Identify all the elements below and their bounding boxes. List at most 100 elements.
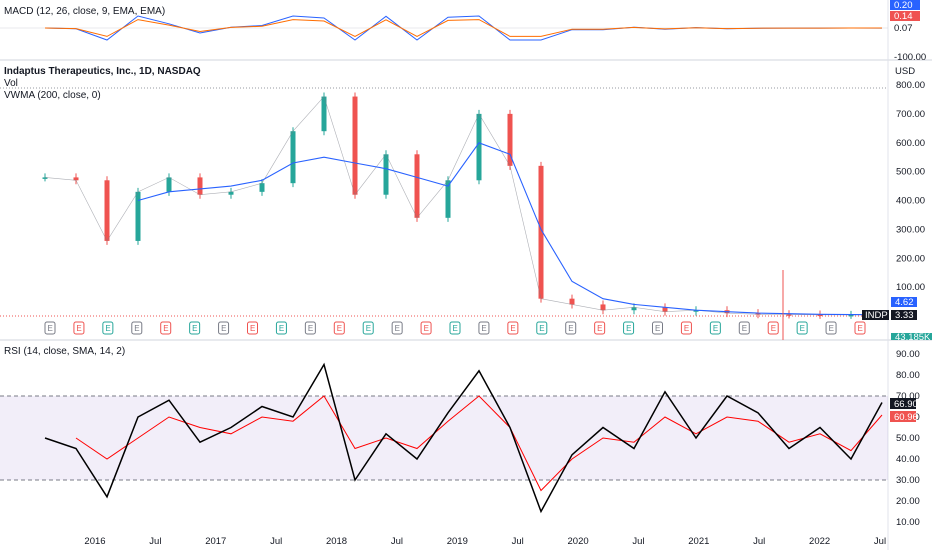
earnings-marker[interactable]: E bbox=[507, 321, 519, 335]
earnings-label: E bbox=[568, 324, 573, 333]
time-tick: 2017 bbox=[205, 536, 226, 547]
rsi-band bbox=[0, 396, 888, 480]
candle-body bbox=[228, 191, 234, 195]
earnings-label: E bbox=[713, 324, 718, 333]
rsi-ma-line bbox=[75, 395, 883, 492]
earnings-marker[interactable]: E bbox=[767, 321, 779, 335]
earnings-marker[interactable]: E bbox=[160, 321, 172, 335]
earnings-label: E bbox=[337, 324, 342, 333]
earnings-marker[interactable]: E bbox=[565, 321, 577, 335]
earnings-marker[interactable]: E bbox=[854, 321, 866, 335]
earnings-marker[interactable]: E bbox=[594, 321, 606, 335]
earnings-marker[interactable]: E bbox=[362, 321, 374, 335]
earnings-marker[interactable]: E bbox=[131, 321, 143, 335]
candle-body bbox=[352, 96, 358, 195]
earnings-marker[interactable]: E bbox=[275, 321, 287, 335]
macd-axis-label: -100.00 bbox=[894, 52, 926, 63]
earnings-label: E bbox=[76, 324, 81, 333]
earnings-label: E bbox=[395, 324, 400, 333]
signal-line bbox=[44, 19, 882, 37]
earnings-label: E bbox=[221, 324, 226, 333]
candle-body bbox=[73, 177, 79, 181]
earnings-marker[interactable]: E bbox=[536, 321, 548, 335]
rsi-ma-badge bbox=[890, 411, 916, 422]
price-close-line bbox=[44, 96, 883, 316]
candle-body bbox=[693, 310, 699, 312]
earnings-marker[interactable]: E bbox=[333, 321, 345, 335]
candle-body bbox=[197, 177, 203, 195]
time-tick: Jul bbox=[270, 536, 282, 547]
rsi-title: RSI (14, close, SMA, 14, 2) bbox=[4, 346, 125, 357]
earnings-label: E bbox=[105, 324, 110, 333]
candle-body bbox=[104, 180, 110, 241]
earnings-marker[interactable]: E bbox=[247, 321, 258, 335]
time-tick: Jul bbox=[874, 536, 886, 547]
price-candles bbox=[42, 92, 885, 320]
earnings-label: E bbox=[134, 324, 139, 333]
price-tick: 400.00 bbox=[896, 196, 925, 207]
rsi-tick: 70.00 bbox=[896, 391, 920, 402]
earnings-label: E bbox=[510, 324, 515, 333]
earnings-label: E bbox=[771, 324, 776, 333]
earnings-label: E bbox=[48, 324, 53, 333]
earnings-marker[interactable]: E bbox=[738, 321, 750, 335]
earnings-marker[interactable]: E bbox=[391, 321, 403, 335]
earnings-label: E bbox=[424, 324, 429, 333]
last-price: 3.33 bbox=[895, 310, 914, 321]
candle-body bbox=[569, 298, 575, 305]
price-tick: 100.00 bbox=[896, 282, 925, 293]
candle-body bbox=[662, 307, 668, 312]
rsi-tick: 20.00 bbox=[896, 496, 920, 507]
price-tick: 500.00 bbox=[896, 167, 925, 178]
time-tick: 2016 bbox=[84, 536, 105, 547]
earnings-label: E bbox=[800, 324, 805, 333]
earnings-marker[interactable]: E bbox=[189, 321, 201, 335]
candle-body bbox=[817, 314, 823, 317]
earnings-marker[interactable]: E bbox=[478, 321, 490, 335]
price-title: Indaptus Therapeutics, Inc., 1D, NASDAQ bbox=[4, 66, 201, 77]
rsi-tick: 80.00 bbox=[896, 370, 920, 381]
earnings-marker[interactable]: E bbox=[449, 321, 461, 335]
earnings-label: E bbox=[684, 324, 689, 333]
earnings-marker[interactable]: E bbox=[796, 321, 808, 335]
earnings-marker[interactable]: E bbox=[652, 321, 663, 335]
earnings-marker[interactable]: E bbox=[218, 321, 230, 335]
rsi-tick: 10.00 bbox=[896, 517, 920, 528]
vol-badge bbox=[891, 333, 932, 340]
time-tick: 2018 bbox=[326, 536, 347, 547]
earnings-marker[interactable]: E bbox=[102, 321, 114, 335]
rsi-tick: 90.00 bbox=[896, 349, 920, 360]
macd-value-1: 0.20 bbox=[894, 0, 913, 11]
price-tick: 200.00 bbox=[896, 253, 925, 264]
earnings-label: E bbox=[655, 324, 660, 333]
candle-body bbox=[445, 180, 451, 218]
earnings-label: E bbox=[453, 324, 458, 333]
earnings-label: E bbox=[858, 324, 863, 333]
earnings-label: E bbox=[192, 324, 197, 333]
earnings-label: E bbox=[829, 324, 834, 333]
candle-body bbox=[538, 165, 544, 299]
earnings-marker[interactable]: E bbox=[825, 321, 837, 335]
vwma-label: VWMA (200, close, 0) bbox=[4, 90, 101, 101]
rsi-value: 66.90 bbox=[894, 399, 918, 410]
time-tick: 2021 bbox=[688, 536, 709, 547]
rsi-line bbox=[44, 362, 883, 514]
earnings-marker[interactable]: E bbox=[680, 321, 692, 335]
price-tick: 300.00 bbox=[896, 224, 925, 235]
earnings-marker[interactable]: E bbox=[73, 321, 85, 335]
earnings-label: E bbox=[626, 324, 631, 333]
time-axis: 2016 Jul 2017 Jul 2018 Jul 2019 Jul 2020 Jul 2021 J… bbox=[84, 536, 886, 547]
earnings-marker[interactable]: E bbox=[420, 321, 432, 335]
price-pane: Indaptus Therapeutics, Inc., 1D, NASDAQ … bbox=[0, 66, 932, 343]
earnings-label: E bbox=[250, 324, 255, 333]
price-tick: 700.00 bbox=[896, 109, 925, 120]
rsi-axis: 90.0080.0070.0060.0050.0040.0030.0020.00… bbox=[896, 349, 920, 528]
earnings-marker[interactable]: E bbox=[623, 321, 635, 335]
earnings-marker[interactable]: E bbox=[44, 321, 56, 335]
earnings-marker[interactable]: E bbox=[709, 321, 721, 335]
earnings-marker[interactable]: E bbox=[304, 321, 316, 335]
vol-label: Vol bbox=[4, 78, 18, 89]
macd-title: MACD (12, 26, close, 9, EMA, EMA) bbox=[4, 6, 165, 17]
